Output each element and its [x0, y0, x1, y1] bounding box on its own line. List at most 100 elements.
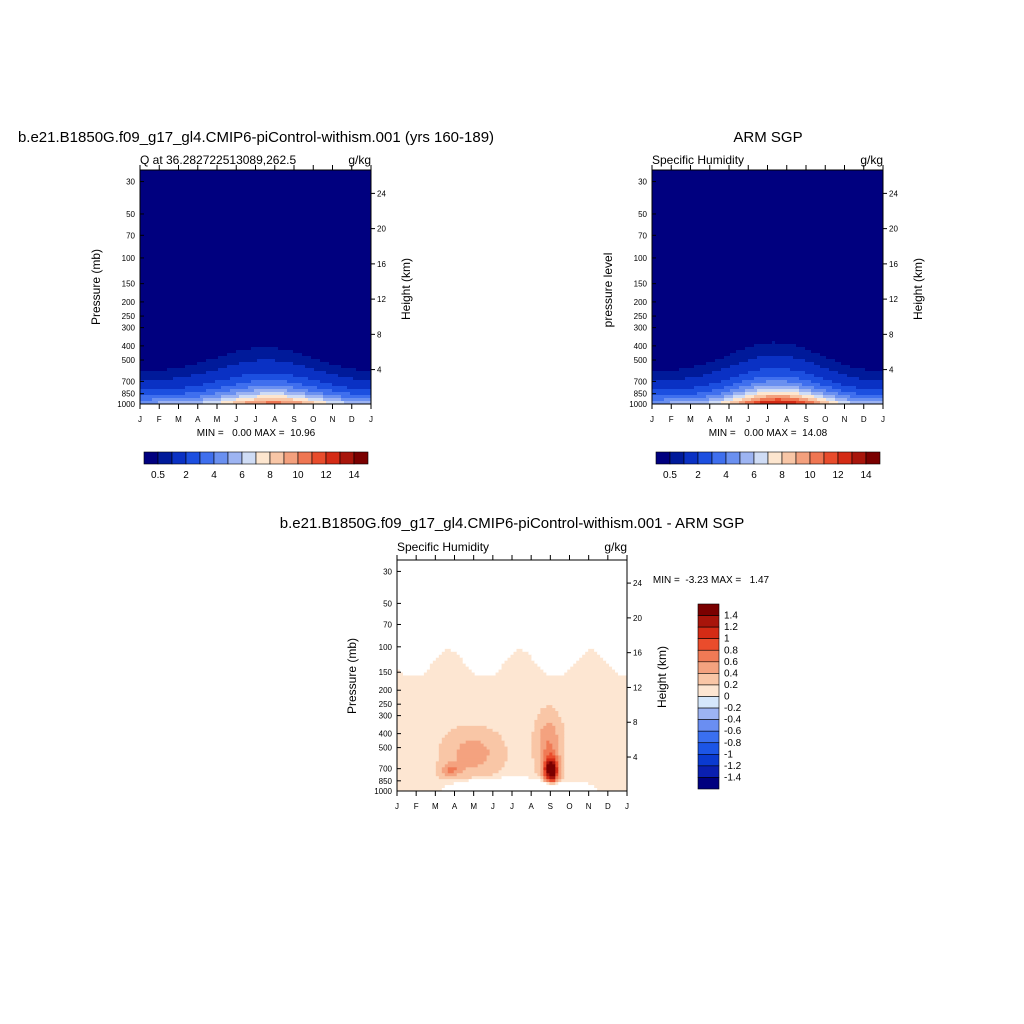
contour-band-cell [561, 755, 565, 760]
contour-band-cell [561, 767, 565, 771]
contour-band-cell [140, 239, 371, 243]
contour-band-cell [140, 206, 371, 210]
colorbar-swatch [697, 719, 720, 732]
contour-band-cell [685, 377, 731, 381]
contour-band-cell [781, 398, 800, 402]
contour-band-cell [397, 604, 627, 608]
contour-band-cell [760, 401, 797, 404]
contour-band-cell [549, 776, 556, 780]
colorbar-swatch [683, 451, 699, 465]
contour-band-cell [826, 389, 842, 393]
contour-band-cell [543, 755, 547, 760]
colorbar-label: 8 [267, 470, 273, 481]
contour-band-cell [338, 374, 371, 378]
contour-band-cell [652, 206, 883, 210]
contour-band-cell [140, 173, 371, 177]
contour-band-cell [540, 779, 544, 783]
colorbar-label: 6 [239, 470, 245, 481]
contour-band-cell [603, 657, 627, 662]
contour-band-cell [564, 740, 627, 745]
contour-band-cell [709, 401, 722, 404]
y2label-diff: Height (km) [655, 646, 669, 708]
contour-band-cell [257, 359, 276, 363]
month-tick-label: A [707, 415, 713, 424]
contour-band-cell [540, 743, 547, 748]
contour-band-cell [652, 266, 883, 270]
contour-band-cell [397, 642, 627, 647]
contour-band-cell [823, 395, 836, 399]
contour-band-cell [736, 350, 812, 354]
contour-band-cell [543, 767, 547, 771]
contour-band-cell [745, 347, 806, 351]
contour-band-cell [652, 308, 883, 312]
contour-band-cell [305, 395, 324, 399]
colorbar-swatch [697, 451, 713, 465]
contour-band-cell [531, 743, 541, 748]
contour-band-cell [140, 350, 237, 354]
contour-band-cell [555, 728, 565, 733]
colorbar-label: -0.8 [724, 738, 742, 749]
contour-band-cell [850, 395, 883, 399]
contour-band-cell [254, 398, 294, 402]
minmax-obs: MIN = 0.00 MAX = 14.08 [709, 428, 828, 439]
colorbar-label: -1.4 [724, 772, 742, 783]
contour-band-cell [859, 377, 883, 381]
panel-model: b.e21.B1850G.f09_g17_gl4.CMIP6-piControl… [18, 129, 494, 481]
contour-band-cell [564, 767, 627, 771]
contour-band-cell [652, 224, 883, 228]
contour-band-cell [808, 398, 818, 402]
contour-band-cell [284, 392, 306, 396]
contour-band-cell [847, 398, 883, 402]
contour-band-cell [582, 654, 601, 659]
contour-band-cell [838, 401, 851, 404]
contour-band-cell [820, 365, 851, 369]
contour-band-cell [652, 185, 883, 189]
contour-band-cell [751, 398, 761, 402]
colorbar-swatch [697, 649, 720, 663]
contour-band-cell [353, 377, 371, 381]
contour-band-cell [546, 722, 553, 727]
contour-band-cell [652, 242, 883, 246]
contour-band-cell [397, 702, 627, 706]
contour-band-cell [140, 269, 371, 273]
colorbar-label: -0.6 [724, 726, 742, 737]
contour-band-cell [308, 377, 354, 381]
contour-band-cell [185, 365, 228, 369]
colorbar-swatch [697, 638, 720, 651]
contour-band-cell [546, 705, 553, 709]
contour-band-cell [450, 648, 518, 653]
contour-band-cell [471, 776, 503, 780]
contour-band-cell [397, 708, 541, 712]
contour-band-cell [811, 350, 883, 354]
contour-band-cell [543, 761, 547, 765]
contour-band-cell [236, 350, 294, 354]
contour-band-cell [397, 565, 627, 570]
contour-band-cell [456, 758, 488, 762]
colorbar-swatch [809, 451, 825, 465]
contour-band-cell [652, 239, 883, 243]
contour-band-cell [314, 401, 327, 404]
contour-band-cell [652, 260, 883, 264]
contour-band-cell [799, 389, 812, 393]
colorbar-label: 6 [751, 470, 757, 481]
contour-band-cell [444, 764, 479, 768]
contour-band-cell [528, 651, 586, 656]
contour-band-cell [480, 740, 506, 745]
contour-band-cell [305, 392, 324, 396]
contour-band-cell [742, 398, 752, 402]
contour-band-cell [203, 398, 222, 402]
contour-band-cell [456, 767, 467, 771]
contour-band-cell [706, 362, 740, 366]
contour-band-cell [805, 347, 883, 351]
units-obs: g/kg [860, 153, 883, 167]
contour-band-cell [486, 746, 509, 751]
colorbar-swatch [655, 451, 671, 465]
contour-band-cell [317, 386, 348, 390]
contour-band-cell [564, 755, 627, 760]
contour-band-cell [399, 669, 428, 674]
contour-band-cell [588, 648, 595, 653]
contour-band-cell [540, 728, 556, 733]
month-tick-label: A [528, 802, 534, 811]
contour-band-cell [441, 737, 503, 742]
contour-band-cell [832, 380, 883, 384]
